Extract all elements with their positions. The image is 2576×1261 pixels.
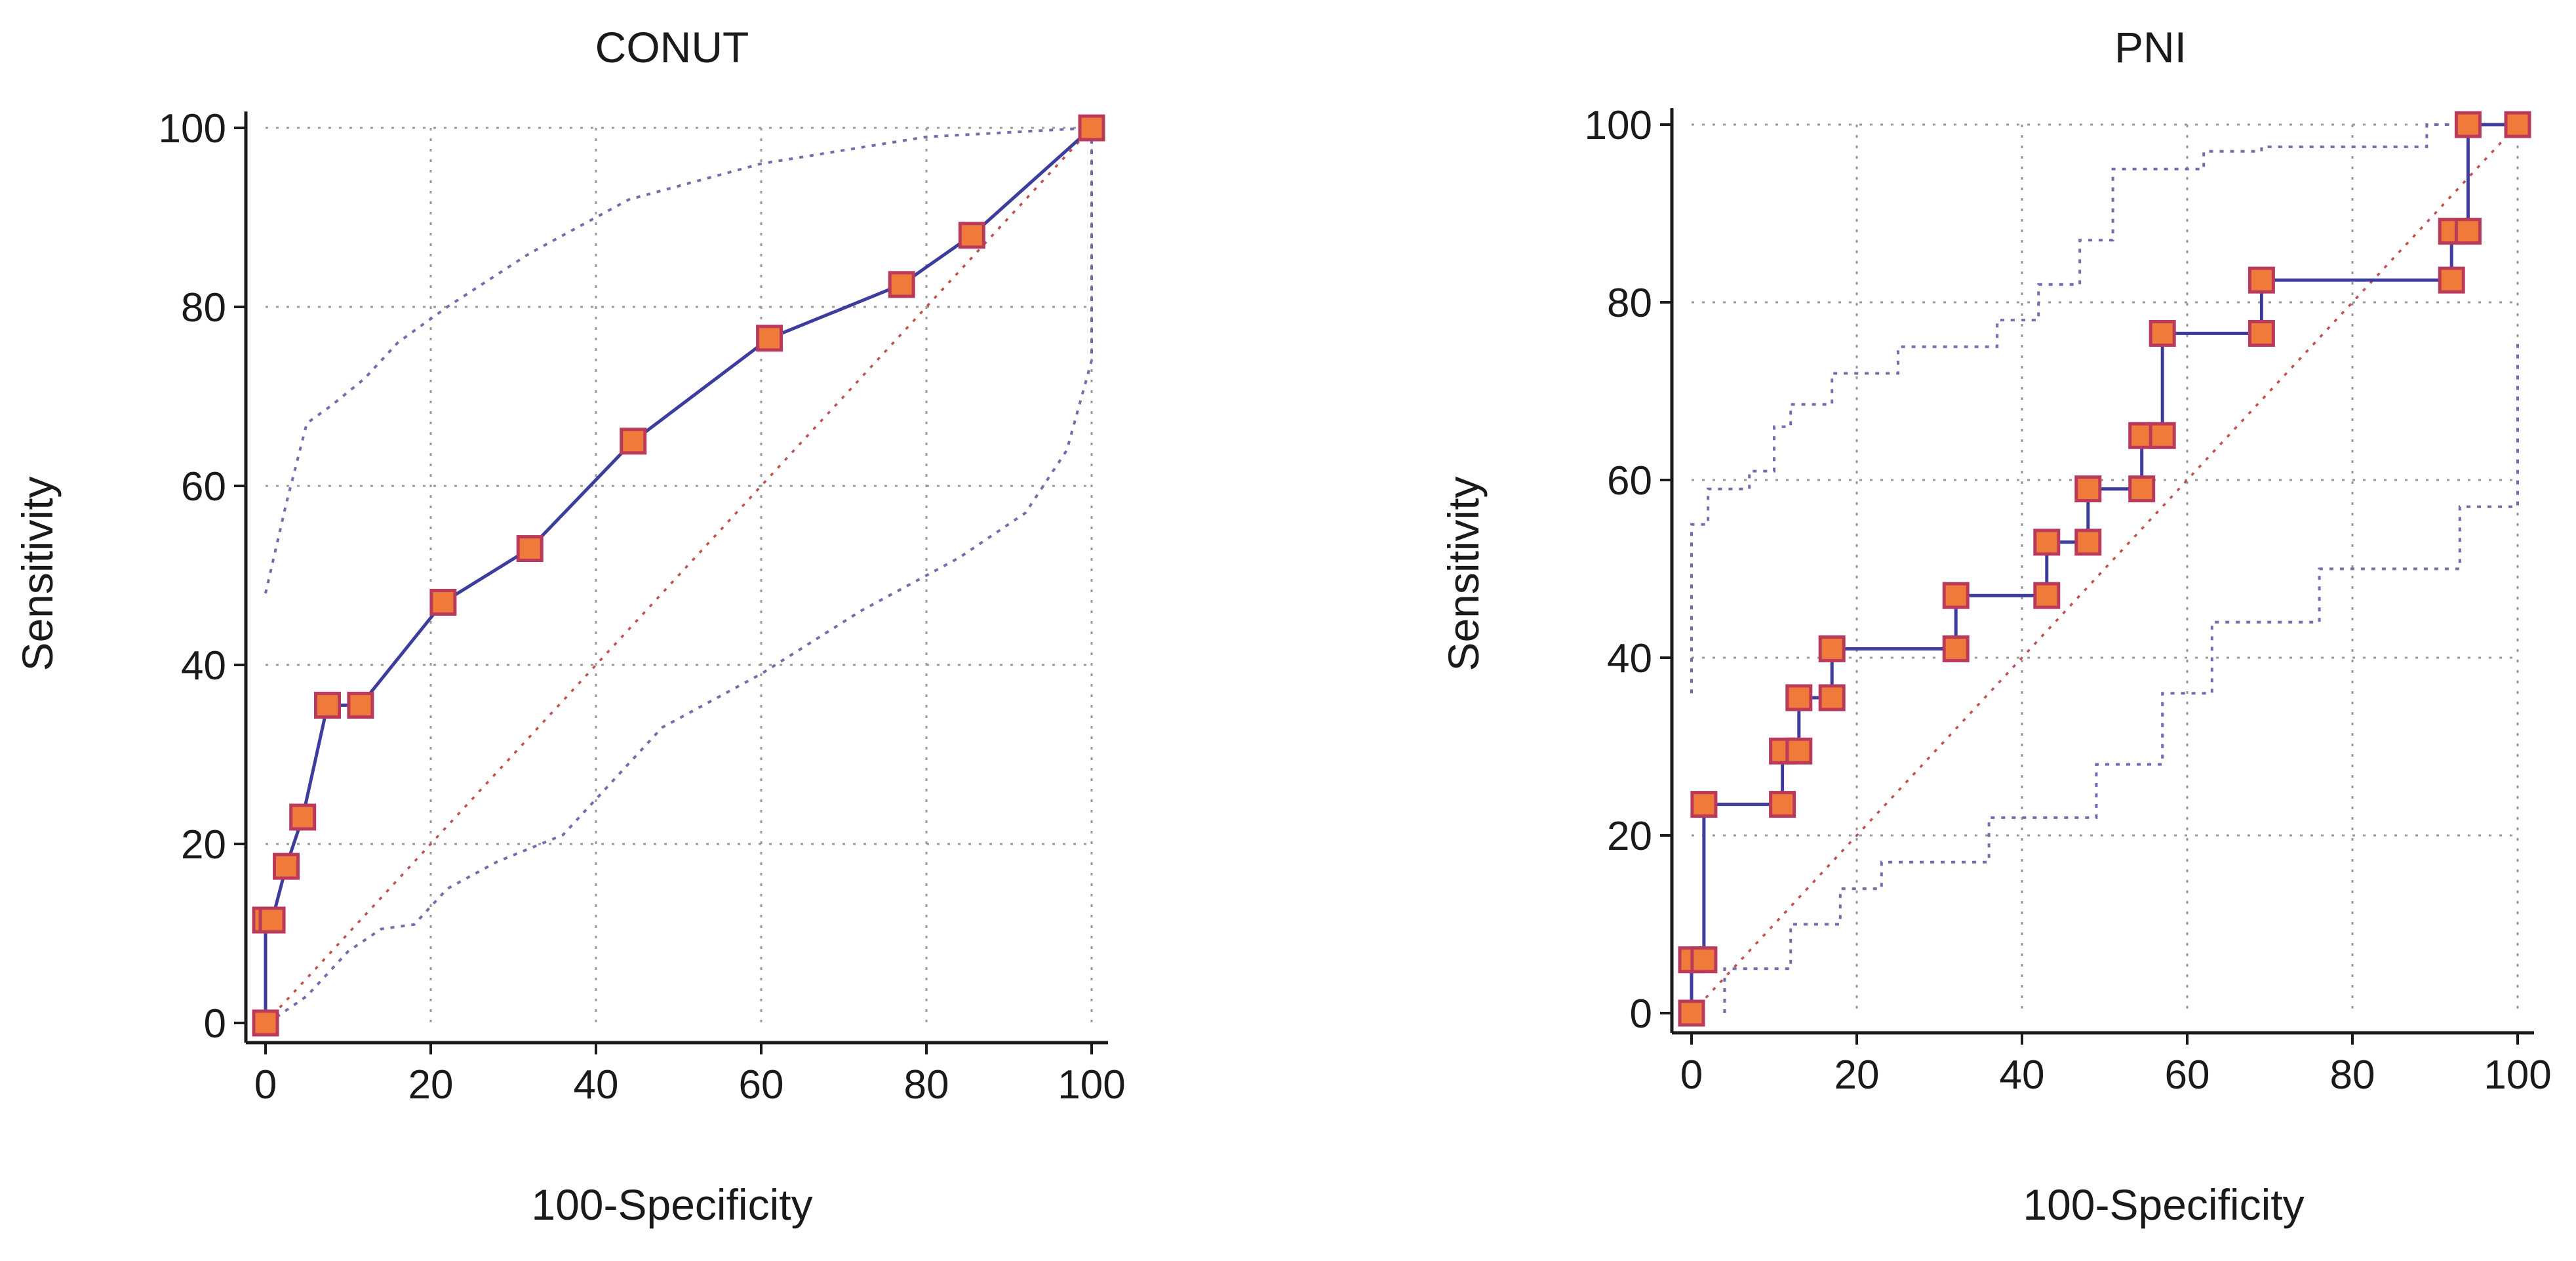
pni-y-tick-label-4: 80 xyxy=(1607,281,1652,326)
pni-roc-point-6 xyxy=(1785,737,1813,765)
conut-roc-point-9 xyxy=(620,428,647,455)
conut-y-tick-label-2: 40 xyxy=(181,643,226,689)
pni-x-tick-label-5: 100 xyxy=(2484,1052,2551,1098)
pni-x-tick-label-3: 60 xyxy=(2165,1052,2210,1098)
conut-roc-point-3 xyxy=(273,852,300,880)
pni-roc-point-7 xyxy=(1785,684,1813,711)
conut-x-label: 100-Specificity xyxy=(531,1180,812,1229)
pni-x-tick-label-0: 0 xyxy=(1680,1052,1703,1098)
pni-roc-point-2 xyxy=(1690,946,1718,974)
conut-y-tick-label-5: 100 xyxy=(159,106,226,151)
conut-x-tick-label-4: 80 xyxy=(904,1062,949,1108)
pni-roc-point-14 xyxy=(2074,529,2102,556)
conut-roc-point-8 xyxy=(516,535,544,563)
pni-roc-point-22 xyxy=(2438,266,2465,294)
conut-y-tick-label-4: 80 xyxy=(181,285,226,330)
pni-y-tick-label-1: 20 xyxy=(1607,814,1652,859)
pni-roc-point-8 xyxy=(1818,684,1846,711)
pni-roc-point-15 xyxy=(2074,475,2102,503)
pni-roc-point-18 xyxy=(2149,422,2176,449)
pni-x-tick-label-2: 40 xyxy=(2000,1052,2045,1098)
pni-roc-point-16 xyxy=(2128,475,2156,503)
pni-roc-point-12 xyxy=(2033,582,2061,609)
conut-y-label: Sensitivity xyxy=(13,476,62,671)
conut-ci-lower-line xyxy=(267,128,1093,1024)
pni-roc-point-10 xyxy=(1942,635,1970,662)
conut-roc-point-12 xyxy=(958,222,985,249)
conut-roc-point-10 xyxy=(756,325,783,352)
pni-roc-point-21 xyxy=(2248,266,2275,294)
pni-roc-point-20 xyxy=(2248,319,2275,347)
conut-y-tick-label-1: 20 xyxy=(181,822,226,868)
pni-roc-point-26 xyxy=(2504,111,2531,138)
pni-roc-point-3 xyxy=(1690,791,1718,818)
pni-diagonal-line xyxy=(1690,123,2519,1014)
conut-title: CONUT xyxy=(595,23,749,71)
pni-roc-point-11 xyxy=(1942,582,1970,609)
pni-y-tick-label-2: 40 xyxy=(1607,636,1652,681)
pni-y-tick-label-0: 0 xyxy=(1630,991,1652,1037)
conut-roc-point-11 xyxy=(888,271,915,298)
pni-roc-point-25 xyxy=(2454,111,2482,138)
pni-roc-point-13 xyxy=(2033,529,2061,556)
conut-x-tick-label-5: 100 xyxy=(1058,1062,1125,1108)
conut-x-tick-label-0: 0 xyxy=(254,1062,277,1108)
conut-diagonal-line xyxy=(264,127,1093,1024)
pni-roc-point-0 xyxy=(1678,999,1705,1027)
pni-y-tick-label-3: 60 xyxy=(1607,458,1652,504)
pni-ci-lower-line xyxy=(1723,338,2519,1013)
pni-panel: PNI 100-Specificity Sensitivity 0 20 40 60 8… xyxy=(1439,23,2552,1229)
conut-roc-point-0 xyxy=(252,1009,279,1037)
conut-roc-point-2 xyxy=(258,906,286,934)
pni-y-label: Sensitivity xyxy=(1439,476,1488,671)
pni-y-tick-label-5: 100 xyxy=(1585,103,1652,148)
pni-title: PNI xyxy=(2114,23,2187,71)
conut-roc-point-4 xyxy=(289,803,317,831)
conut-roc-point-7 xyxy=(429,588,457,616)
conut-panel: CONUT 100-Specificity Sensitivity 0 20 40 6… xyxy=(13,23,1126,1229)
conut-roc-point-5 xyxy=(314,691,341,719)
pni-ci-upper-line xyxy=(1690,123,2518,694)
pni-roc-point-24 xyxy=(2454,218,2482,245)
conut-y-tick-label-3: 60 xyxy=(181,464,226,510)
conut-x-tick-label-2: 40 xyxy=(574,1062,619,1108)
pni-x-tick-label-4: 80 xyxy=(2330,1052,2375,1098)
pni-roc-point-9 xyxy=(1818,635,1846,662)
conut-ci-upper-line xyxy=(264,127,1092,594)
conut-x-tick-label-1: 20 xyxy=(408,1062,454,1108)
conut-y-tick-label-0: 0 xyxy=(204,1001,226,1047)
pni-roc-point-19 xyxy=(2149,319,2176,347)
pni-roc-point-4 xyxy=(1769,791,1796,818)
conut-roc-point-6 xyxy=(347,691,374,719)
pni-x-label: 100-Specificity xyxy=(2023,1180,2304,1229)
conut-x-tick-label-3: 60 xyxy=(739,1062,784,1108)
pni-x-tick-label-1: 20 xyxy=(1834,1052,1880,1098)
conut-roc-point-13 xyxy=(1078,114,1105,142)
